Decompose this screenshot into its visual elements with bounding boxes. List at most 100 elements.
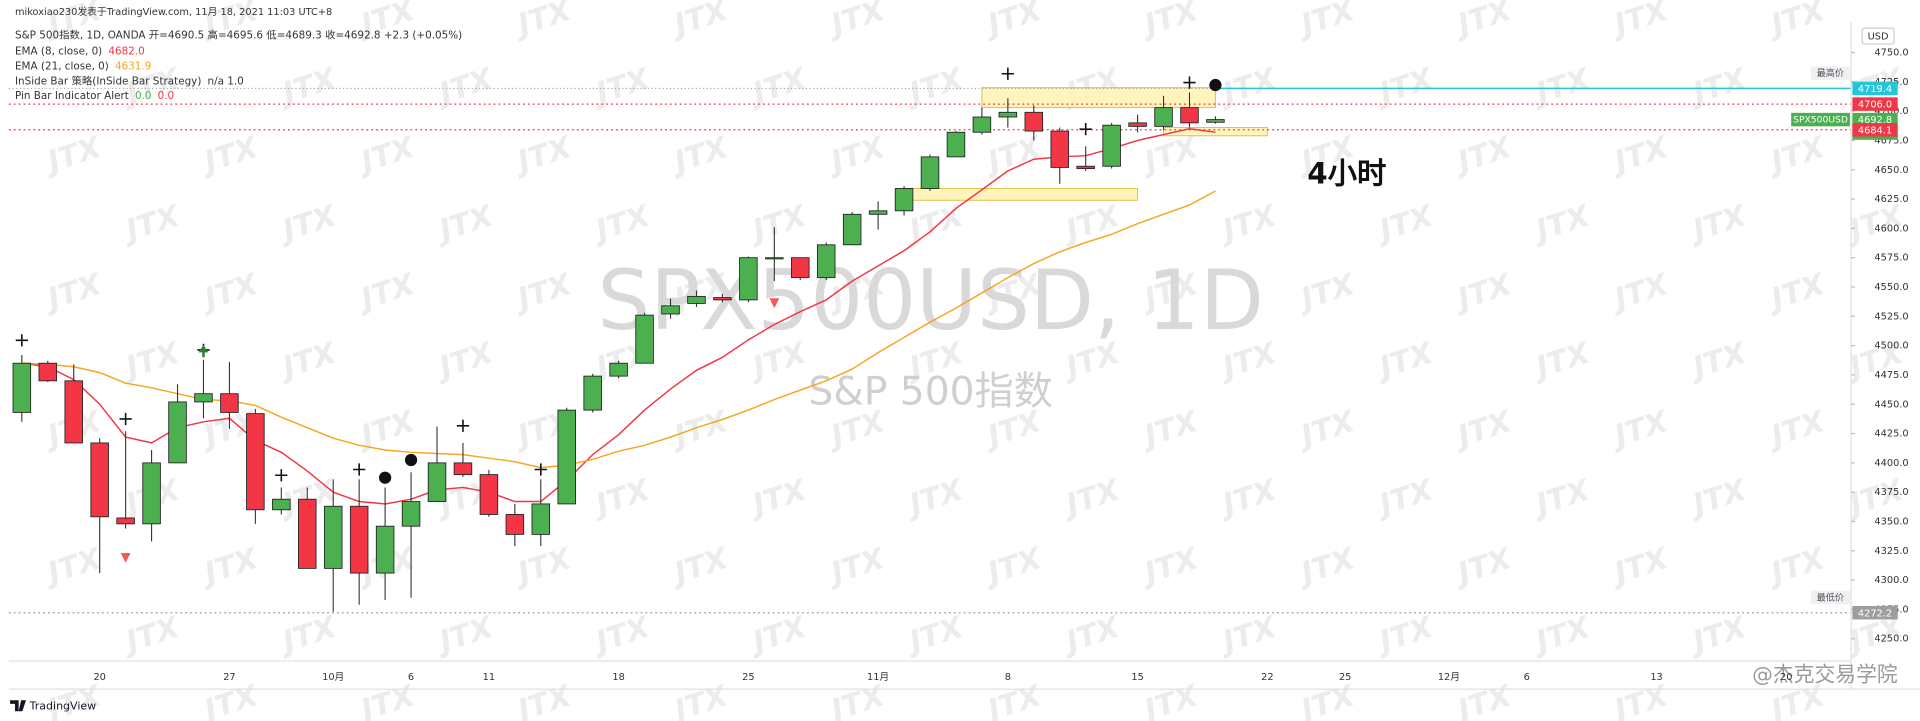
candle-body — [453, 462, 473, 476]
candle-body — [401, 501, 421, 527]
candle-body — [246, 413, 265, 511]
candle-body — [1024, 111, 1044, 132]
legend-name: EMA (8, close, 0) — [15, 45, 102, 57]
x-tick-label: 12月 — [1438, 671, 1460, 683]
tv-logo — [10, 700, 27, 712]
candle-body — [427, 462, 447, 502]
candle-body — [142, 462, 161, 525]
candle-body — [868, 210, 888, 215]
signal-cross — [119, 412, 132, 426]
candle-body — [375, 525, 395, 574]
x-tick-label: 20 — [93, 672, 105, 683]
signal-cross — [1001, 67, 1014, 80]
zone — [981, 87, 1216, 109]
legend-name: InSide Bar 策略(InSide Bar Strategy) — [15, 74, 201, 87]
legend-value: n/a 1.0 — [208, 75, 244, 87]
x-tick-label: 20 — [1780, 672, 1792, 683]
signal-cross — [1183, 76, 1196, 89]
legend-value: 0.0 — [135, 90, 152, 102]
price-label-box — [1852, 81, 1898, 96]
signal-cross — [534, 463, 547, 476]
candle-body — [946, 131, 966, 158]
legend-name: EMA (21, close, 0) — [15, 60, 109, 72]
y-tick-label: 4550.0 — [1874, 282, 1908, 293]
y-tick-label: 4425.0 — [1874, 429, 1908, 440]
signal-dot — [378, 471, 392, 484]
x-tick-label: 25 — [1339, 672, 1351, 683]
price-label: 4719.4 — [1858, 84, 1892, 95]
candle-body — [713, 297, 732, 301]
y-tick-label: 4525.0 — [1874, 311, 1908, 322]
candle-body — [298, 498, 317, 569]
candle-body — [972, 116, 992, 133]
ema-line — [21, 128, 1216, 505]
signal-cross — [1079, 123, 1092, 136]
price-label-box — [1852, 112, 1898, 127]
candle-body — [64, 380, 83, 444]
y-tick-label: 4350.0 — [1874, 516, 1908, 527]
currency-box — [1861, 27, 1895, 45]
candle-body — [1076, 165, 1095, 170]
legend-value: 4631.9 — [115, 60, 151, 72]
candle-body — [816, 244, 836, 279]
candle-body — [1180, 107, 1199, 124]
annotation: 4小时 — [1307, 157, 1386, 191]
x-tick-label: 6 — [408, 672, 414, 683]
x-tick-label: 10月 — [322, 671, 344, 683]
y-tick-label: 4375.0 — [1874, 487, 1908, 498]
price-name-box — [1791, 112, 1850, 127]
name-watermark: S&P 500指数 — [808, 370, 1053, 415]
signal-cross — [275, 469, 288, 482]
y-tick-label: 4325.0 — [1874, 546, 1908, 557]
tv-logo-icon — [10, 700, 27, 712]
y-tick-label: 4400.0 — [1874, 458, 1908, 469]
candle-body — [557, 409, 576, 505]
plot-area — [8, 67, 1852, 614]
y-tick-label: 4675.0 — [1874, 135, 1908, 146]
candle-body — [349, 505, 369, 574]
price-label: 4692.8 — [1858, 115, 1892, 126]
signal-cross — [456, 419, 470, 432]
candle-body — [739, 257, 758, 301]
candle-body — [661, 305, 680, 315]
candle-body — [194, 393, 213, 403]
price-label: 4272.2 — [1858, 608, 1892, 619]
y-tick-label: 4650.0 — [1874, 165, 1908, 176]
candle-body — [220, 393, 239, 413]
candle-body — [479, 474, 499, 515]
x-tick-label: 13 — [1650, 672, 1662, 683]
candle-body — [1050, 130, 1069, 168]
signal-dot — [1209, 78, 1222, 92]
price-name-box — [1810, 590, 1850, 605]
symbol-watermark: SPX500USD, 1D — [597, 252, 1264, 349]
candle-body — [635, 314, 654, 364]
x-tick-label: 27 — [223, 672, 235, 683]
candle-body — [272, 498, 291, 511]
signal-triangle — [120, 553, 131, 563]
candle-body — [116, 517, 135, 525]
x-tick-label: 11 — [483, 672, 495, 683]
price-label-box — [1852, 123, 1898, 137]
legend-value: 4682.0 — [108, 45, 144, 57]
candle-body — [1128, 122, 1147, 127]
candle-body — [12, 362, 32, 413]
signal-triangle — [769, 298, 780, 309]
price-name: 最低价 — [1817, 592, 1845, 604]
candle-body — [842, 213, 862, 246]
candle-body — [894, 188, 914, 212]
candle-body — [687, 295, 706, 304]
price-label-box — [1852, 97, 1898, 111]
candle-body — [791, 257, 810, 279]
footer-author: @杰克交易学院 — [1752, 663, 1898, 687]
y-tick-label: 4700.0 — [1874, 106, 1908, 117]
price-name-box — [1810, 66, 1850, 80]
candle-body — [583, 375, 602, 411]
y-tick-label: 4750.0 — [1874, 48, 1908, 59]
candle-body — [323, 505, 343, 569]
symbol-line: S&P 500指数, 1D, OANDA 开=4690.5 高=4695.6 低… — [15, 28, 462, 41]
candle-body — [38, 362, 58, 382]
candle-body — [168, 401, 187, 464]
